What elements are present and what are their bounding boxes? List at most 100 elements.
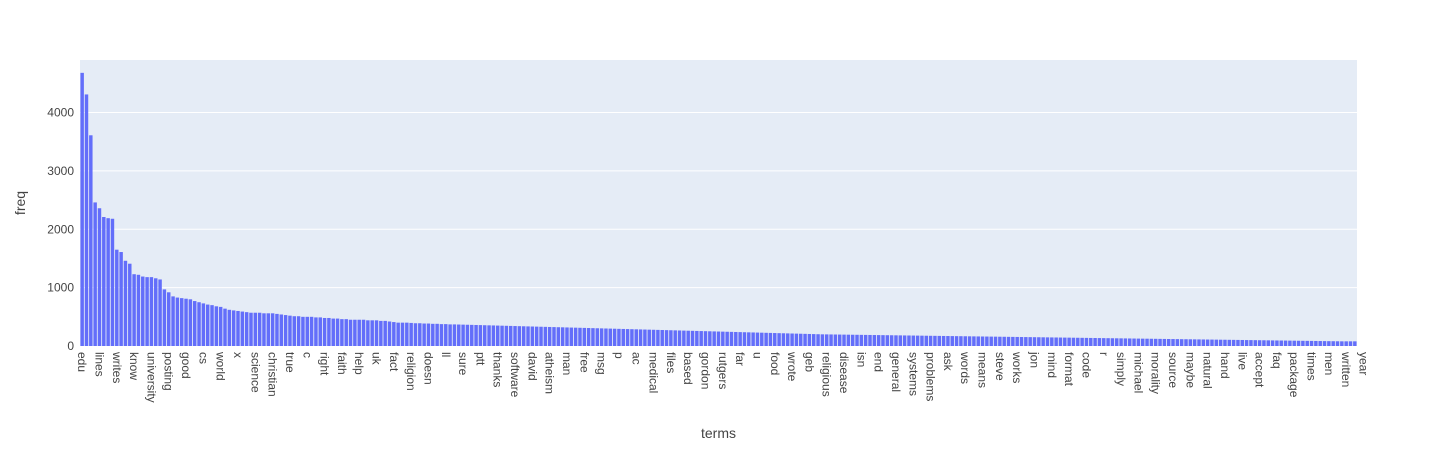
- bar[interactable]: [859, 334, 864, 346]
- bar[interactable]: [526, 326, 530, 346]
- bar[interactable]: [1119, 338, 1123, 346]
- bar[interactable]: [608, 328, 613, 346]
- bar[interactable]: [708, 331, 712, 346]
- bar[interactable]: [370, 320, 374, 346]
- bar[interactable]: [898, 335, 903, 346]
- bar[interactable]: [638, 329, 643, 346]
- bar[interactable]: [993, 336, 998, 346]
- bar[interactable]: [1136, 338, 1141, 346]
- bar[interactable]: [439, 324, 444, 346]
- bar[interactable]: [1249, 340, 1253, 346]
- bar[interactable]: [703, 331, 708, 346]
- bar[interactable]: [115, 249, 119, 346]
- bar[interactable]: [1019, 337, 1024, 346]
- bar[interactable]: [902, 335, 907, 346]
- bar[interactable]: [231, 310, 236, 346]
- bar[interactable]: [868, 334, 872, 346]
- bar[interactable]: [1011, 336, 1015, 346]
- bar[interactable]: [1314, 340, 1318, 346]
- bar[interactable]: [413, 323, 418, 346]
- bar[interactable]: [1006, 336, 1011, 346]
- bar[interactable]: [928, 335, 933, 346]
- bar[interactable]: [387, 321, 392, 346]
- bar[interactable]: [760, 332, 764, 346]
- bar[interactable]: [751, 332, 755, 346]
- bar[interactable]: [755, 332, 760, 346]
- bar[interactable]: [980, 336, 985, 346]
- bar[interactable]: [431, 323, 435, 346]
- bar[interactable]: [573, 327, 578, 346]
- bar[interactable]: [872, 335, 877, 346]
- bar[interactable]: [167, 292, 171, 346]
- bar[interactable]: [846, 334, 851, 346]
- bar[interactable]: [149, 277, 154, 346]
- bar[interactable]: [1270, 340, 1275, 346]
- bar[interactable]: [97, 208, 102, 346]
- bar[interactable]: [1227, 339, 1232, 346]
- bar[interactable]: [1340, 341, 1344, 346]
- bar[interactable]: [1093, 338, 1097, 346]
- bar[interactable]: [521, 326, 526, 346]
- bar[interactable]: [318, 317, 322, 346]
- bar[interactable]: [1240, 339, 1245, 346]
- bar[interactable]: [863, 334, 868, 346]
- bar[interactable]: [669, 330, 673, 346]
- bar[interactable]: [366, 320, 370, 346]
- bar[interactable]: [1262, 340, 1266, 346]
- bar[interactable]: [937, 335, 941, 346]
- bar[interactable]: [1084, 337, 1089, 346]
- bar[interactable]: [721, 331, 725, 346]
- bar[interactable]: [773, 333, 777, 346]
- bar[interactable]: [734, 331, 738, 346]
- bar[interactable]: [1153, 338, 1158, 346]
- bar[interactable]: [543, 326, 548, 346]
- bar[interactable]: [344, 319, 348, 346]
- bar[interactable]: [1166, 339, 1171, 346]
- bar[interactable]: [1179, 339, 1184, 346]
- bar[interactable]: [1102, 338, 1106, 346]
- bar[interactable]: [1106, 338, 1110, 346]
- bar[interactable]: [180, 298, 184, 346]
- bar[interactable]: [595, 328, 600, 346]
- bar[interactable]: [686, 330, 690, 346]
- bar[interactable]: [457, 324, 461, 346]
- bar[interactable]: [1231, 339, 1236, 346]
- bar[interactable]: [517, 326, 522, 346]
- bar[interactable]: [837, 334, 842, 346]
- bar[interactable]: [712, 331, 716, 346]
- bar[interactable]: [175, 297, 180, 346]
- bar[interactable]: [1128, 338, 1132, 346]
- bar[interactable]: [547, 326, 552, 346]
- bar[interactable]: [171, 296, 175, 346]
- bar[interactable]: [1188, 339, 1193, 346]
- bar[interactable]: [322, 317, 327, 346]
- bar[interactable]: [1210, 339, 1214, 346]
- bar[interactable]: [972, 336, 976, 346]
- bar[interactable]: [205, 304, 210, 346]
- bar[interactable]: [552, 327, 556, 346]
- bar[interactable]: [1266, 340, 1270, 346]
- bar[interactable]: [911, 335, 916, 346]
- bar[interactable]: [578, 327, 582, 346]
- bar[interactable]: [959, 336, 963, 346]
- bar[interactable]: [487, 325, 491, 346]
- bar[interactable]: [617, 328, 621, 346]
- bar[interactable]: [833, 334, 838, 347]
- bar[interactable]: [1058, 337, 1063, 346]
- bar[interactable]: [560, 327, 565, 346]
- bar[interactable]: [296, 316, 301, 346]
- bar[interactable]: [1145, 338, 1149, 346]
- bar[interactable]: [786, 333, 790, 346]
- bar[interactable]: [474, 324, 478, 346]
- bar[interactable]: [1301, 340, 1305, 346]
- bar[interactable]: [1171, 339, 1175, 346]
- bar[interactable]: [1080, 337, 1084, 346]
- bar[interactable]: [1344, 341, 1348, 346]
- bar[interactable]: [270, 313, 275, 346]
- bar[interactable]: [790, 333, 794, 346]
- bar[interactable]: [677, 330, 682, 346]
- bar[interactable]: [876, 335, 881, 346]
- bar[interactable]: [889, 335, 894, 346]
- bar[interactable]: [1244, 340, 1249, 346]
- bar[interactable]: [478, 325, 483, 346]
